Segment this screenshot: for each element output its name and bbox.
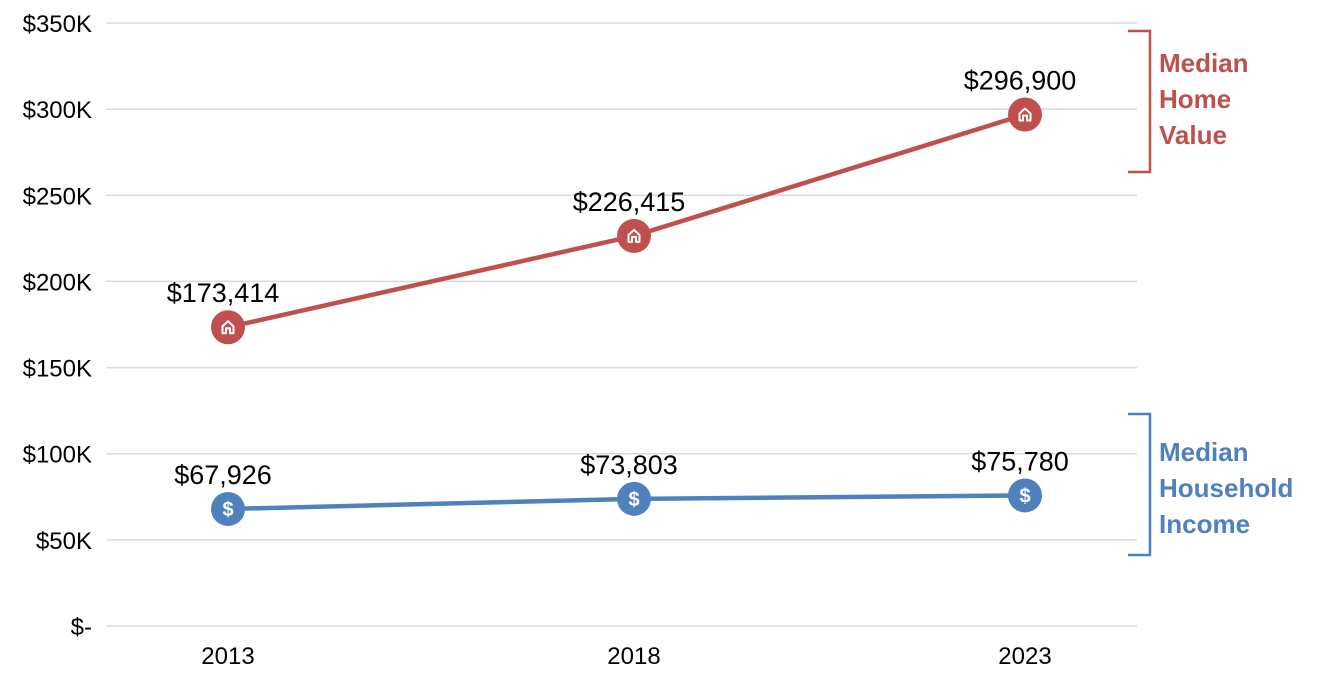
x-tick-label: 2018 bbox=[607, 643, 660, 670]
series-label-bracket: Median Household Income bbox=[1128, 412, 1293, 557]
data-label: $75,780 bbox=[971, 446, 1069, 476]
data-label: $296,900 bbox=[964, 65, 1077, 95]
data-point-marker bbox=[1008, 97, 1042, 132]
data-point-marker bbox=[211, 310, 245, 345]
data-point-marker bbox=[617, 218, 651, 253]
series-bracket-labels: Median Home Value Median Household Income bbox=[1128, 29, 1293, 557]
house-icon bbox=[1018, 107, 1032, 122]
series-label-text: Home bbox=[1159, 84, 1231, 114]
data-point-marker: $ bbox=[617, 481, 651, 516]
data-point-marker: $ bbox=[211, 491, 245, 526]
dollar-icon: $ bbox=[222, 499, 233, 521]
y-tick-label: $300K bbox=[23, 97, 92, 124]
y-tick-label: $350K bbox=[23, 11, 92, 38]
series-median-home-value: $173,414 $226,415 $296,900 bbox=[167, 65, 1077, 345]
y-tick-label: $250K bbox=[23, 183, 92, 210]
y-axis-tick-labels: $- $50K $100K $150K $200K $250K $300K $350K bbox=[23, 11, 92, 641]
series-label-text: Median bbox=[1159, 48, 1249, 78]
x-tick-label: 2023 bbox=[998, 643, 1051, 670]
series-label-bracket: Median Home Value bbox=[1128, 29, 1249, 174]
x-axis-tick-labels: 2013 2018 2023 bbox=[201, 643, 1051, 670]
y-tick-label: $150K bbox=[23, 356, 92, 383]
gridlines bbox=[106, 22, 1137, 627]
series-label-text: Median bbox=[1159, 437, 1249, 467]
house-icon bbox=[627, 228, 641, 243]
bracket-line bbox=[1128, 412, 1152, 557]
y-tick-label: $200K bbox=[23, 269, 92, 296]
data-label: $226,415 bbox=[573, 187, 686, 217]
series-label-text: Value bbox=[1159, 120, 1227, 150]
data-label: $173,414 bbox=[167, 278, 280, 308]
y-tick-label: $100K bbox=[23, 442, 92, 469]
series-label-text: Income bbox=[1159, 509, 1250, 539]
series-label-text: Household bbox=[1159, 473, 1293, 503]
data-point-marker: $ bbox=[1008, 478, 1042, 513]
y-tick-label: $- bbox=[71, 614, 92, 641]
data-label: $67,926 bbox=[174, 460, 272, 490]
series-lines: $173,414 $226,415 $296,900 $ $67,926 $ $73,803… bbox=[167, 65, 1077, 526]
x-tick-label: 2013 bbox=[201, 643, 254, 670]
data-label: $73,803 bbox=[580, 450, 678, 480]
bracket-line bbox=[1128, 29, 1152, 174]
dollar-icon: $ bbox=[628, 489, 639, 511]
house-icon bbox=[221, 320, 235, 335]
series-median-household-income: $ $67,926 $ $73,803 $ $75,780 bbox=[174, 446, 1069, 526]
dollar-icon: $ bbox=[1019, 485, 1030, 507]
y-tick-label: $50K bbox=[36, 528, 92, 555]
